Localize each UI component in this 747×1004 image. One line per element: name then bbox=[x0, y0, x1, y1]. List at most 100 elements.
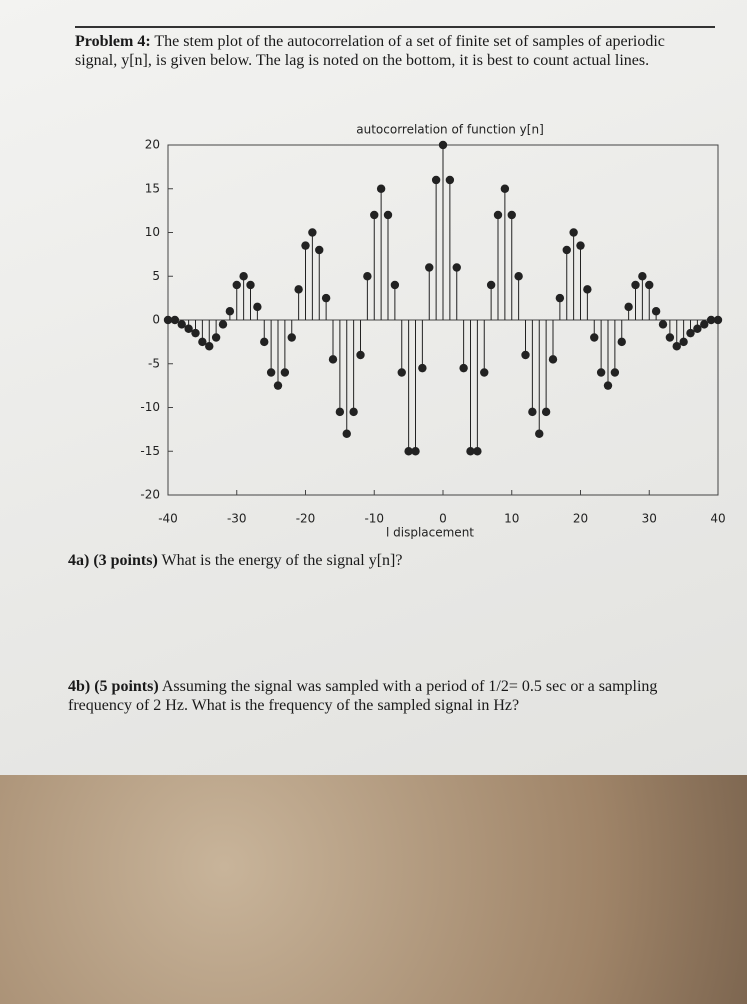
stem-marker bbox=[528, 407, 537, 417]
stem-marker bbox=[198, 337, 207, 347]
stem-marker bbox=[583, 285, 592, 294]
x-tick-label: 10 bbox=[504, 512, 519, 526]
stem-marker bbox=[576, 241, 585, 250]
stem-marker bbox=[163, 315, 173, 325]
stem-marker bbox=[493, 210, 503, 220]
stem-marker bbox=[239, 272, 248, 281]
stem-marker bbox=[301, 241, 310, 250]
stem-marker bbox=[500, 184, 510, 193]
stem-marker bbox=[610, 368, 620, 377]
stem-marker bbox=[480, 368, 489, 377]
x-tick-label: 0 bbox=[439, 512, 447, 526]
stem-marker bbox=[266, 368, 276, 377]
stem-marker bbox=[170, 315, 180, 325]
stem-marker bbox=[431, 175, 441, 185]
x-tick-label: 40 bbox=[710, 512, 725, 526]
stem-marker bbox=[321, 293, 331, 303]
x-tick-label: 20 bbox=[573, 512, 588, 526]
y-tick-label: -5 bbox=[148, 356, 160, 370]
y-tick-label: 20 bbox=[145, 138, 160, 152]
y-tick-label: 0 bbox=[152, 313, 160, 327]
chart-title: autocorrelation of function y[n] bbox=[356, 123, 544, 137]
stem-marker bbox=[672, 342, 681, 351]
stem-marker bbox=[658, 320, 668, 329]
stem-marker bbox=[246, 280, 255, 290]
question-label: 4b) (5 points) bbox=[68, 678, 159, 695]
stem-marker bbox=[184, 324, 193, 333]
stem-marker bbox=[603, 381, 613, 390]
stem-marker bbox=[486, 280, 496, 290]
stem-marker bbox=[548, 355, 558, 364]
stem-marker bbox=[232, 280, 241, 290]
stem-marker bbox=[473, 447, 482, 456]
stem-marker bbox=[706, 315, 716, 325]
stem-marker bbox=[260, 337, 269, 347]
stem-marker bbox=[376, 184, 386, 193]
y-tick-label: -10 bbox=[140, 400, 160, 414]
stem-marker bbox=[452, 263, 461, 272]
stem-marker bbox=[686, 328, 695, 338]
stem-marker bbox=[679, 337, 688, 347]
stem-marker bbox=[383, 210, 393, 220]
x-tick-label: -40 bbox=[158, 512, 178, 526]
stem-marker bbox=[638, 272, 647, 281]
stem-marker bbox=[273, 381, 283, 390]
x-tick-label: -20 bbox=[296, 512, 316, 526]
stem-marker bbox=[294, 285, 303, 294]
rule bbox=[75, 26, 715, 28]
stem-marker bbox=[411, 447, 420, 456]
stem-marker bbox=[363, 272, 372, 281]
question-text: Assuming the signal was sampled with a p… bbox=[68, 678, 658, 714]
stem-marker bbox=[445, 175, 455, 185]
stem-marker bbox=[218, 320, 228, 329]
x-tick-label: -30 bbox=[227, 512, 247, 526]
stem-marker bbox=[177, 320, 186, 329]
paper bbox=[0, 0, 747, 775]
stem-marker bbox=[280, 368, 290, 377]
stem-marker bbox=[390, 280, 400, 290]
stem-marker bbox=[418, 363, 427, 373]
stem-marker bbox=[211, 333, 221, 342]
stem-marker bbox=[225, 307, 235, 316]
x-tick-label: -10 bbox=[364, 512, 384, 526]
stem-marker bbox=[397, 368, 406, 377]
stem-marker bbox=[631, 280, 640, 290]
stem-marker bbox=[617, 337, 626, 347]
y-tick-label: 10 bbox=[145, 225, 160, 239]
stem-marker bbox=[425, 263, 434, 272]
stem-marker bbox=[342, 429, 351, 438]
stem-marker bbox=[713, 315, 723, 325]
question-label: 4a) (3 points) bbox=[68, 552, 158, 569]
question: 4a) (3 points) What is the energy of the… bbox=[68, 551, 708, 570]
stem-marker bbox=[535, 429, 544, 438]
stem-marker bbox=[569, 228, 578, 237]
x-axis-label: l displacement bbox=[386, 526, 474, 540]
y-tick-label: 5 bbox=[152, 269, 160, 283]
problem-text: The stem plot of the autocorrelation of … bbox=[75, 33, 665, 69]
stem-marker bbox=[328, 355, 338, 364]
chart: autocorrelation of function y[n] l displ… bbox=[140, 123, 725, 540]
stem-marker bbox=[693, 324, 702, 333]
problem-label: Problem 4: bbox=[75, 33, 151, 50]
stem-marker bbox=[521, 350, 530, 360]
stem-marker bbox=[541, 407, 551, 417]
stem-marker bbox=[466, 447, 475, 456]
stem-marker bbox=[308, 228, 317, 237]
stem-marker bbox=[335, 407, 345, 417]
stem-marker bbox=[507, 210, 516, 220]
stem-marker bbox=[205, 342, 214, 351]
stem-marker bbox=[514, 272, 523, 281]
stem-marker bbox=[651, 307, 661, 316]
stem-marker bbox=[555, 293, 565, 303]
stem-marker bbox=[459, 363, 468, 373]
x-tick-label: 30 bbox=[642, 512, 657, 526]
stem-marker bbox=[287, 333, 296, 342]
stem-marker bbox=[665, 333, 675, 342]
stem-marker bbox=[645, 280, 654, 290]
y-tick-label: -15 bbox=[140, 444, 160, 458]
stem-marker bbox=[191, 328, 200, 338]
stem-marker bbox=[624, 302, 633, 312]
stem-marker bbox=[438, 140, 448, 150]
stem-marker bbox=[253, 302, 262, 312]
stem-marker bbox=[562, 245, 571, 255]
